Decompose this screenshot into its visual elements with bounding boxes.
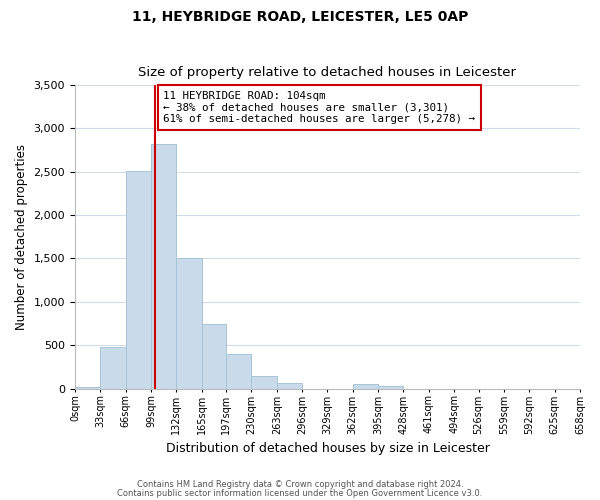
Bar xyxy=(176,258,202,388)
Text: 11 HEYBRIDGE ROAD: 104sqm
← 38% of detached houses are smaller (3,301)
61% of se: 11 HEYBRIDGE ROAD: 104sqm ← 38% of detac… xyxy=(163,91,475,124)
Bar xyxy=(75,387,100,388)
Bar xyxy=(125,171,151,388)
Bar xyxy=(202,324,226,388)
Bar xyxy=(226,354,251,388)
Text: Contains HM Land Registry data © Crown copyright and database right 2024.: Contains HM Land Registry data © Crown c… xyxy=(137,480,463,489)
Bar xyxy=(251,376,277,388)
Bar xyxy=(353,384,378,388)
Text: Contains public sector information licensed under the Open Government Licence v3: Contains public sector information licen… xyxy=(118,488,482,498)
Text: 11, HEYBRIDGE ROAD, LEICESTER, LE5 0AP: 11, HEYBRIDGE ROAD, LEICESTER, LE5 0AP xyxy=(132,10,468,24)
Y-axis label: Number of detached properties: Number of detached properties xyxy=(15,144,28,330)
Bar xyxy=(378,386,403,388)
Title: Size of property relative to detached houses in Leicester: Size of property relative to detached ho… xyxy=(139,66,517,80)
X-axis label: Distribution of detached houses by size in Leicester: Distribution of detached houses by size … xyxy=(166,442,490,455)
Bar xyxy=(100,347,125,389)
Bar xyxy=(151,144,176,388)
Bar xyxy=(277,382,302,388)
